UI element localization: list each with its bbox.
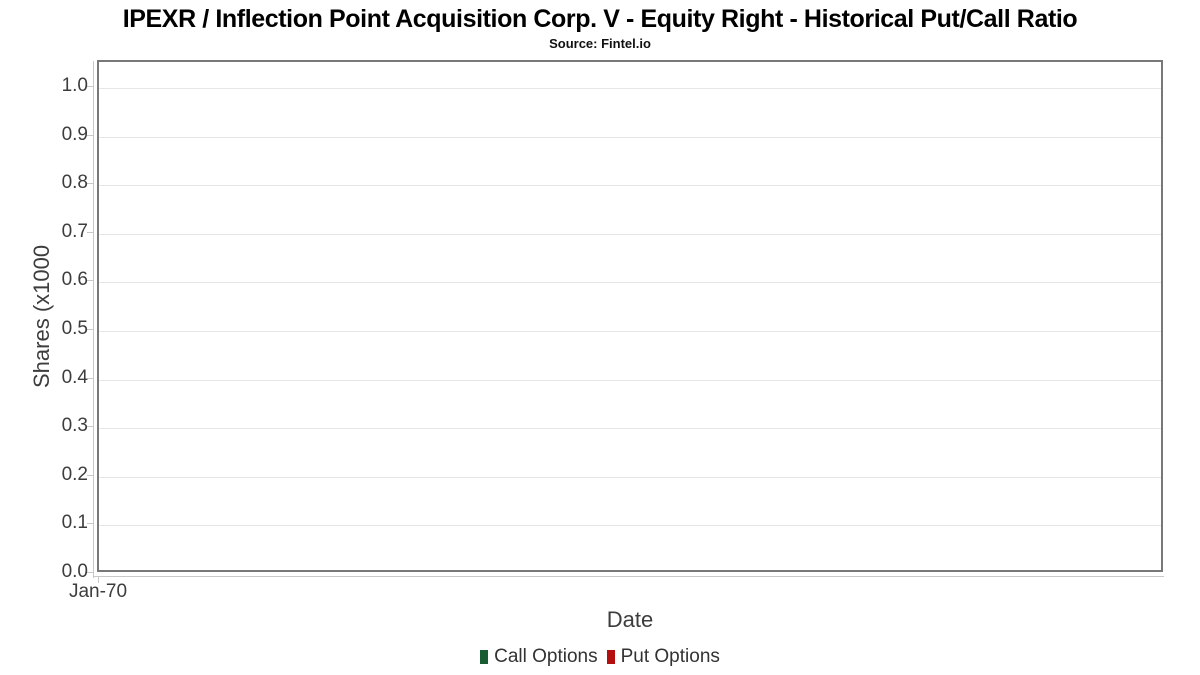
x-axis-line bbox=[93, 576, 1164, 577]
y-tick-label-0.1: 0.1 bbox=[61, 512, 88, 533]
y-tick-label-0.0: 0.0 bbox=[61, 561, 88, 582]
legend-label: Call Options bbox=[494, 646, 598, 667]
y-tick-label-0.6: 0.6 bbox=[61, 269, 88, 290]
y-tick-label-0.7: 0.7 bbox=[61, 221, 88, 242]
y-tick-label-0.2: 0.2 bbox=[61, 464, 88, 485]
legend-swatch bbox=[480, 650, 489, 664]
y-tick-mark-0.8 bbox=[87, 183, 94, 184]
y-tick-label-0.8: 0.8 bbox=[61, 172, 88, 193]
gridline-y-0.8 bbox=[99, 185, 1161, 186]
y-axis-line bbox=[93, 61, 94, 578]
plot-area bbox=[97, 60, 1163, 572]
x-tick-mark bbox=[98, 576, 99, 583]
chart-subtitle: Source: Fintel.io bbox=[549, 36, 651, 51]
gridline-y-0.2 bbox=[99, 477, 1161, 478]
x-axis-title: Date bbox=[606, 607, 654, 632]
legend-item-put-options[interactable]: Put Options bbox=[606, 646, 720, 668]
gridline-y-0.6 bbox=[99, 282, 1161, 283]
y-tick-mark-0.4 bbox=[87, 378, 94, 379]
legend-label: Put Options bbox=[620, 646, 720, 667]
gridline-y-0.7 bbox=[99, 234, 1161, 235]
legend: Call Options Put Options bbox=[0, 646, 1200, 668]
y-tick-mark-0.5 bbox=[87, 329, 94, 330]
gridline-y-0.4 bbox=[99, 380, 1161, 381]
x-tick-label: Jan-70 bbox=[68, 581, 128, 602]
y-tick-mark-0.9 bbox=[87, 135, 94, 136]
y-tick-mark-0.1 bbox=[87, 523, 94, 524]
gridline-y-0.5 bbox=[99, 331, 1161, 332]
y-tick-label-0.4: 0.4 bbox=[61, 367, 88, 388]
y-tick-mark-0.0 bbox=[87, 572, 94, 573]
gridline-y-1.0 bbox=[99, 88, 1161, 89]
y-tick-label-0.9: 0.9 bbox=[61, 124, 88, 145]
y-tick-label-0.5: 0.5 bbox=[61, 318, 88, 339]
y-tick-mark-1.0 bbox=[87, 86, 94, 87]
gridline-y-0.9 bbox=[99, 137, 1161, 138]
legend-swatch bbox=[606, 650, 615, 664]
y-tick-label-1.0: 1.0 bbox=[61, 75, 88, 96]
y-tick-mark-0.7 bbox=[87, 232, 94, 233]
y-tick-label-0.3: 0.3 bbox=[61, 415, 88, 436]
legend-item-call-options[interactable]: Call Options bbox=[480, 646, 598, 668]
gridline-y-0.3 bbox=[99, 428, 1161, 429]
y-tick-mark-0.3 bbox=[87, 426, 94, 427]
y-tick-mark-0.6 bbox=[87, 280, 94, 281]
y-tick-mark-0.2 bbox=[87, 475, 94, 476]
chart-title: IPEXR / Inflection Point Acquisition Cor… bbox=[122, 5, 1078, 33]
gridline-y-0.1 bbox=[99, 525, 1161, 526]
